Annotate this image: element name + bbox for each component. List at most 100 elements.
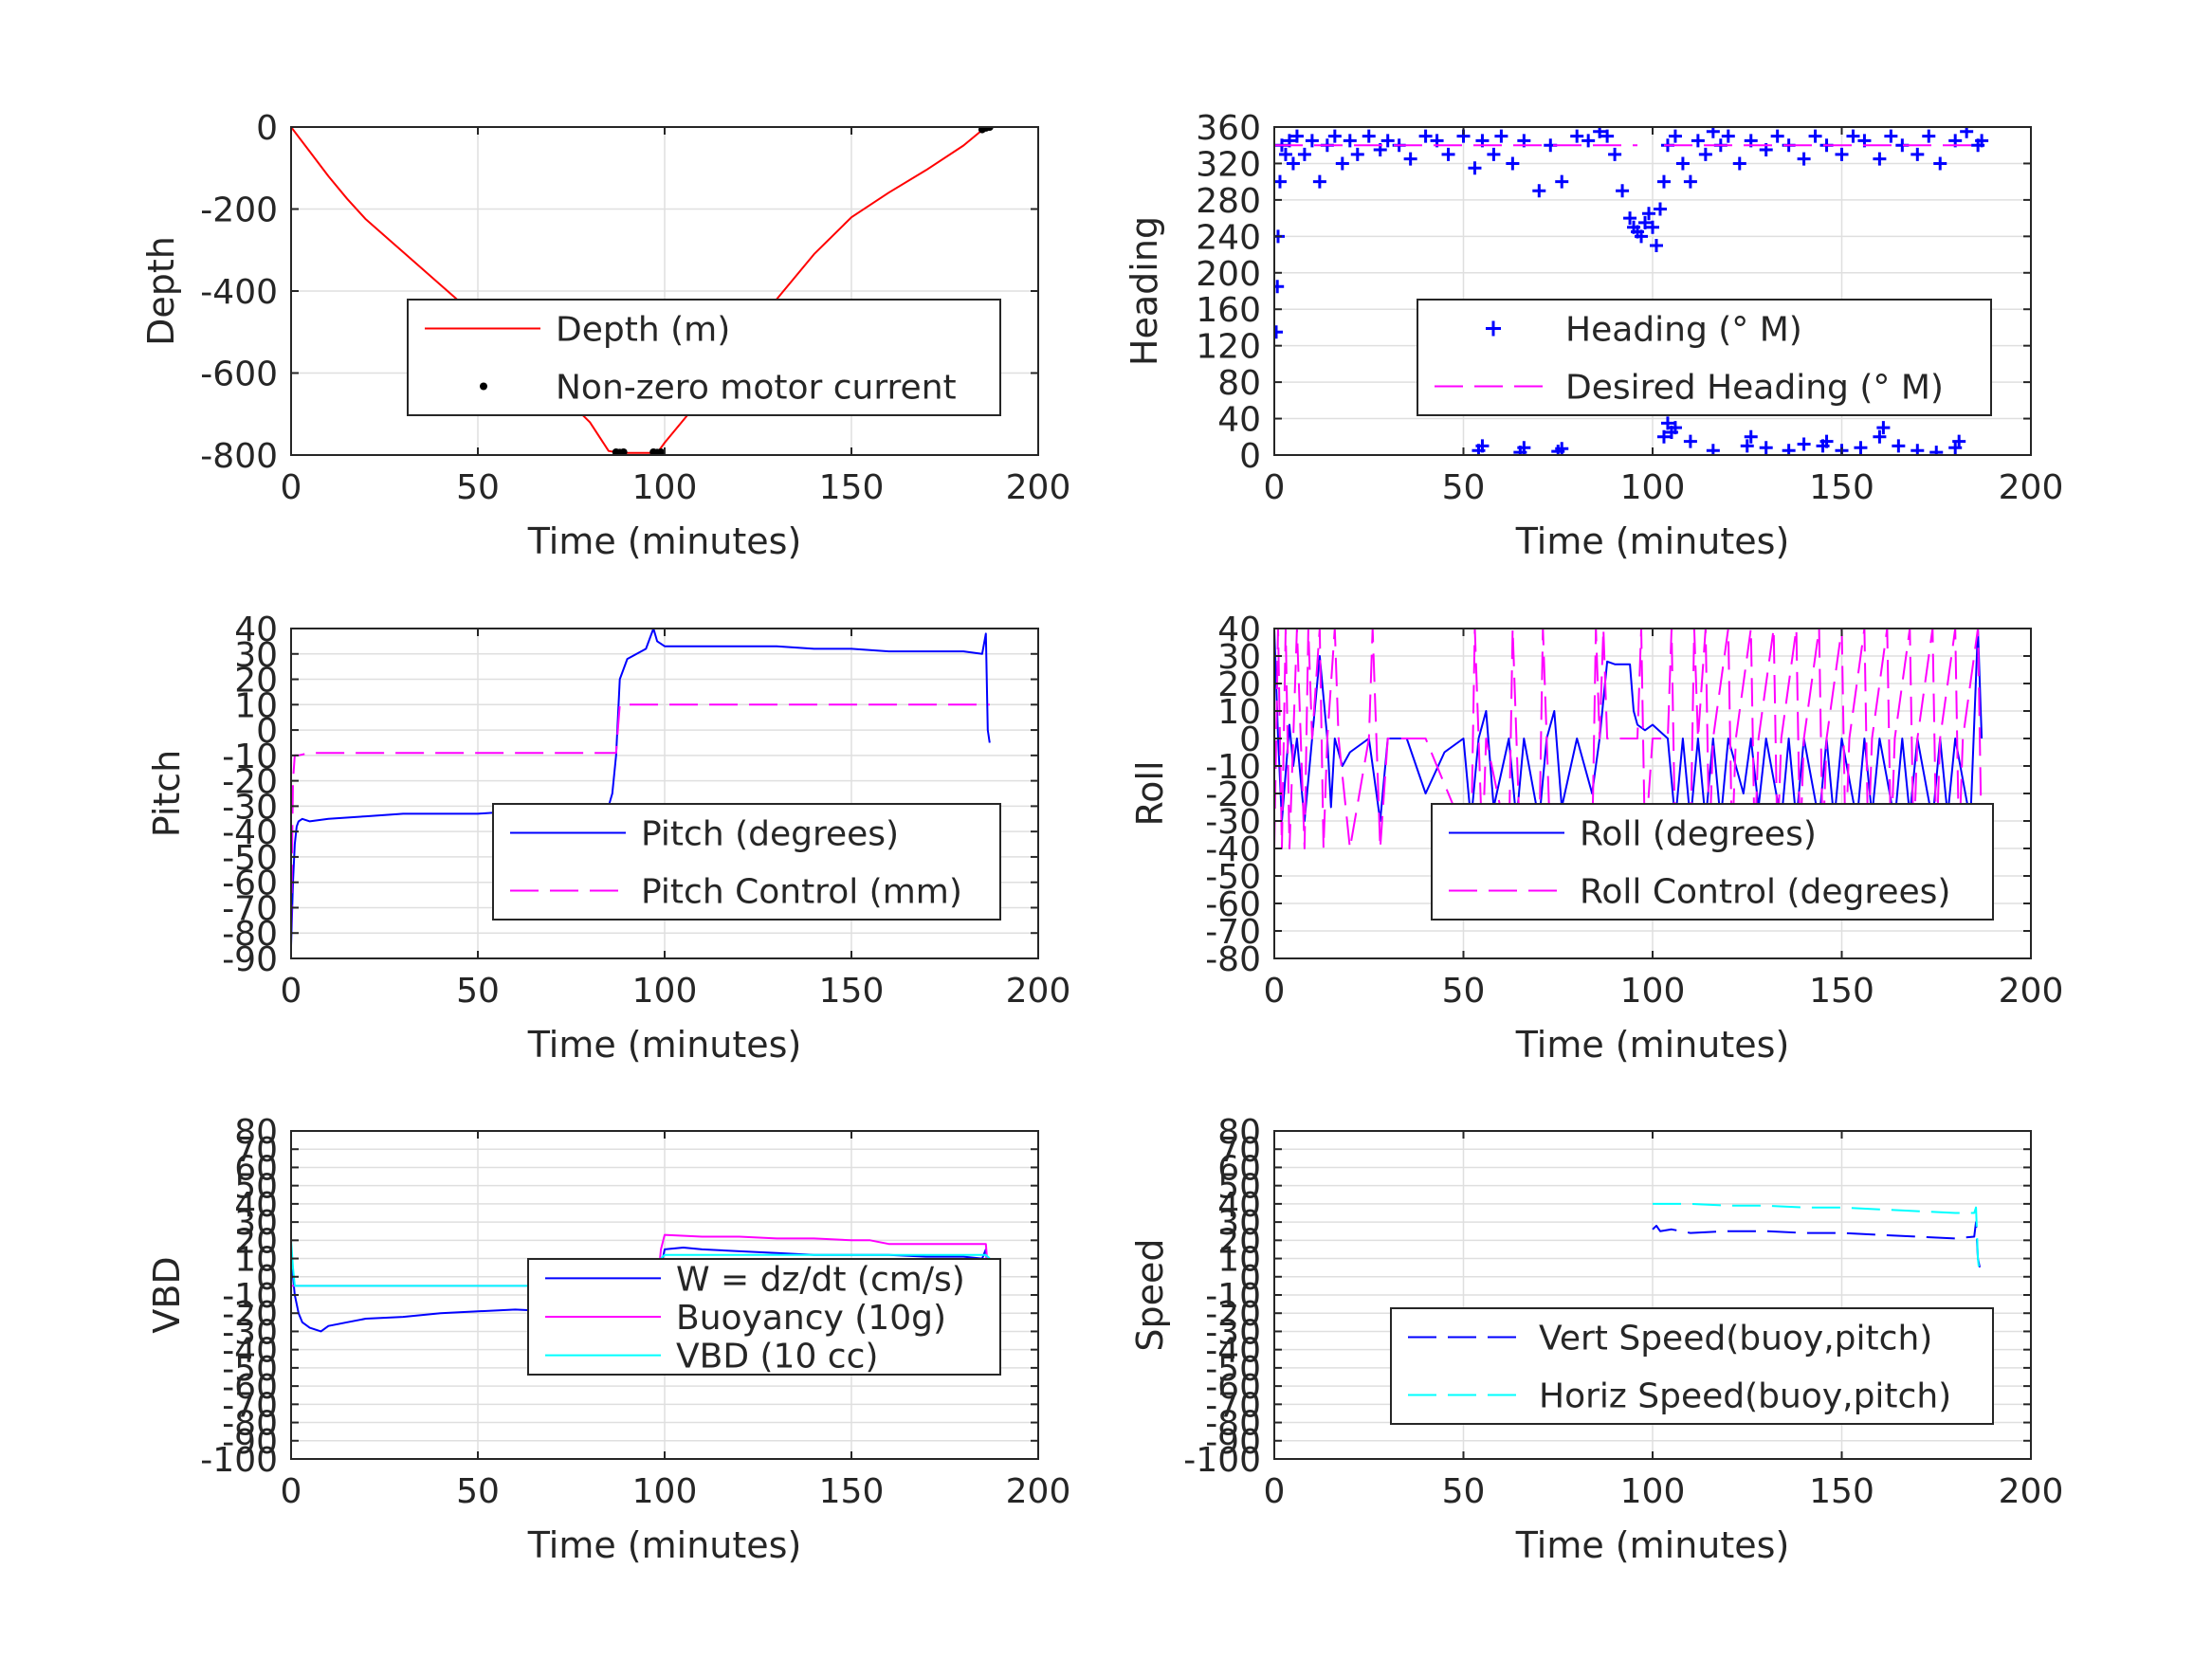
legend-item: Roll (degrees) [1449, 815, 1817, 854]
y-tick-label: -10 [1205, 1277, 1261, 1316]
x-tick-label: 100 [1620, 972, 1686, 1011]
heading-marker [1638, 215, 1653, 229]
legend-label: Roll (degrees) [1580, 815, 1817, 854]
heading-marker [1581, 134, 1596, 148]
heading-marker [1835, 147, 1849, 161]
heading-marker [1555, 174, 1569, 189]
y-tick-label: 30 [234, 636, 278, 675]
y-tick-label: 0 [256, 1259, 278, 1298]
heading-marker [1646, 220, 1659, 234]
heading-marker [1732, 156, 1746, 171]
heading-marker [1854, 441, 1868, 455]
heading-marker [1873, 152, 1887, 166]
y-tick-label: -60 [222, 865, 278, 903]
x-tick-label: 0 [281, 468, 302, 507]
heading-marker [1656, 174, 1671, 189]
legend-item: Desired Heading (° M) [1435, 369, 1944, 408]
y-tick-label: 80 [234, 1113, 278, 1152]
legend-label: VBD (10 cc) [676, 1338, 878, 1376]
y-axis-label: Depth [140, 236, 182, 346]
y-tick-label: 0 [1239, 720, 1261, 759]
heading-marker [1635, 229, 1649, 244]
legend: Vert Speed(buoy,pitch) Horiz Speed(buoy,p… [1390, 1307, 1994, 1425]
y-tick-label: 200 [1196, 255, 1261, 294]
heading-marker [1642, 207, 1656, 221]
heading-marker [1532, 184, 1546, 198]
heading-marker [1312, 174, 1326, 189]
heading-marker [1608, 147, 1622, 161]
y-tick-label: -80 [222, 915, 278, 954]
heading-marker [1876, 421, 1891, 435]
y-tick-label: 20 [234, 662, 278, 701]
heading-marker [1555, 442, 1569, 455]
x-axis-label: Time (minutes) [527, 1024, 802, 1066]
heading-marker [1616, 184, 1630, 198]
x-tick-label: 200 [1999, 468, 2064, 507]
heading-marker [1274, 174, 1287, 189]
legend: Heading (° M) Desired Heading (° M) [1417, 299, 1992, 416]
x-tick-label: 150 [1809, 468, 1874, 507]
legend-box [1417, 299, 1992, 416]
heading-marker [1362, 129, 1376, 143]
heading-marker [1846, 129, 1860, 143]
heading-marker [1910, 147, 1925, 161]
y-tick-label: 10 [1217, 693, 1261, 732]
legend-box [1431, 803, 1994, 921]
y-tick-label: -200 [200, 191, 278, 230]
x-tick-label: 0 [1264, 972, 1286, 1011]
x-tick-label: 100 [632, 468, 698, 507]
y-axis-label: VBD [146, 1256, 188, 1333]
y-tick-label: 0 [256, 712, 278, 751]
heading-marker [1278, 147, 1292, 161]
heading-marker [1770, 129, 1784, 143]
heading-marker [1623, 211, 1637, 226]
series-group [1274, 127, 1989, 455]
legend-item: Roll Control (degrees) [1449, 873, 1950, 912]
x-tick-label: 100 [1620, 1472, 1686, 1511]
heading-marker [1517, 441, 1531, 455]
x-tick-label: 200 [1999, 972, 2064, 1011]
x-tick-label: 200 [1006, 1472, 1071, 1511]
y-tick-label: -400 [200, 273, 278, 312]
x-tick-label: 150 [819, 1472, 885, 1511]
series-vert-speed-buoy-pitch [1652, 1221, 1982, 1268]
y-tick-label: -20 [222, 1295, 278, 1334]
motor-current-dot [619, 447, 628, 455]
heading-marker [1873, 429, 1887, 444]
heading-marker [1819, 434, 1834, 448]
series-buoyancy-10g [291, 1233, 991, 1350]
y-tick-label: 20 [1217, 665, 1261, 704]
legend: Depth (m) Non-zero motor current [407, 299, 1001, 416]
y-axis-label: Pitch [146, 750, 188, 838]
x-tick-label: 200 [1006, 972, 1071, 1011]
y-tick-label: 50 [234, 1168, 278, 1207]
y-tick-label: -40 [1205, 1332, 1261, 1371]
y-tick-label: 20 [1217, 1222, 1261, 1261]
legend-swatch [1486, 320, 1501, 337]
y-tick-label: -30 [222, 1313, 278, 1352]
y-tick-label: -40 [222, 813, 278, 852]
y-tick-label: 10 [234, 686, 278, 725]
y-tick-label: -80 [1205, 940, 1261, 979]
heading-marker [1274, 325, 1283, 339]
legend-item: Heading (° M) [1486, 311, 1802, 350]
x-tick-label: 150 [819, 972, 885, 1011]
heading-marker [1797, 152, 1811, 166]
legend-label: W = dz/dt (cm/s) [676, 1260, 965, 1299]
y-tick-label: 0 [256, 109, 278, 148]
y-tick-label: 10 [234, 1241, 278, 1280]
legend-item: Pitch Control (mm) [510, 873, 962, 912]
series-horiz-speed-buoy-pitch [1653, 1202, 1982, 1277]
legend-item: Pitch (degrees) [510, 815, 899, 854]
heading-marker [1884, 129, 1898, 143]
heading-marker [1653, 202, 1667, 216]
y-tick-label: -70 [1205, 913, 1261, 952]
heading-marker [1922, 129, 1936, 143]
y-tick-label: 30 [234, 1204, 278, 1243]
y-tick-label: -50 [1205, 1350, 1261, 1389]
y-tick-label: -30 [1205, 1313, 1261, 1352]
y-tick-label: -100 [200, 1441, 278, 1480]
heading-marker [1929, 446, 1944, 455]
legend: W = dz/dt (cm/s)Buoyancy (10g)VBD (10 cc… [527, 1258, 1001, 1376]
